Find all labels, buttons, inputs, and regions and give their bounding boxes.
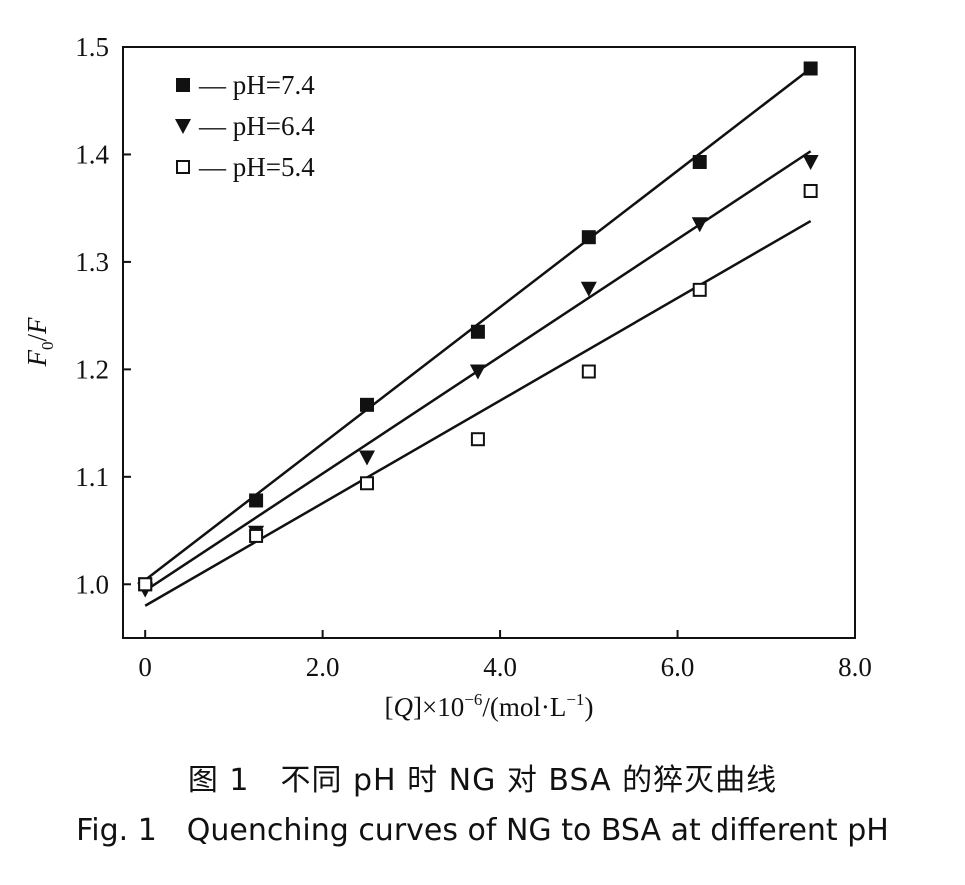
x-axis-title-part: /(mol·L [482, 692, 566, 722]
data-point [581, 230, 596, 245]
data-point [581, 364, 596, 379]
y-tick-label: 1.3 [75, 247, 109, 277]
x-axis-title-part: [ [385, 692, 394, 722]
data-point [692, 282, 707, 297]
x-axis-title: [Q]×10−6/(mol·L−1) [385, 690, 594, 722]
data-point [249, 528, 264, 543]
y-tick-label: 1.1 [75, 462, 109, 492]
figure-caption-english: Fig. 1 Quenching curves of NG to BSA at … [76, 813, 889, 848]
legend-label: — pH=5.4 [198, 152, 315, 182]
y-tick-label: 1.5 [75, 32, 109, 62]
legend: — pH=7.4 — pH=6.4 — pH=5.4 [175, 70, 315, 182]
data-point [470, 432, 485, 447]
x-tick-label: 0 [138, 652, 152, 682]
data-point [469, 364, 486, 380]
legend-marker [175, 119, 191, 134]
axis-ticks [123, 46, 856, 638]
plot-frame [122, 46, 856, 639]
data-point [692, 154, 707, 169]
x-axis-title-part: Q [394, 692, 414, 722]
y-tick-label: 1.2 [75, 354, 109, 384]
data-point [803, 61, 818, 76]
fit-line [144, 219, 812, 607]
legend-marker [176, 78, 190, 92]
axis-tick-labels: 0 2.0 4.0 6.0 8.0 1.0 1.1 1.2 1.3 1.4 1.5 [75, 32, 872, 682]
legend-label: — pH=7.4 [198, 70, 315, 100]
data-point [691, 217, 708, 233]
y-axis-title: F0/F [22, 317, 57, 368]
data-point [249, 493, 264, 508]
x-tick-label: 6.0 [661, 652, 695, 682]
x-axis-title-part: ]×10 [413, 692, 464, 722]
x-axis-title-part: ) [584, 692, 593, 722]
y-axis-title-part: F [22, 317, 52, 335]
legend-marker [176, 160, 190, 174]
legend-label: — pH=6.4 [198, 111, 315, 141]
y-axis-title-part: F [22, 350, 52, 368]
data-point [803, 183, 818, 198]
data-point [360, 397, 374, 412]
figure-caption-chinese: 图 1 不同 pH 时 NG 对 BSA 的猝灭曲线 [187, 763, 778, 798]
x-tick-label: 2.0 [306, 652, 340, 682]
data-point [580, 281, 597, 297]
data-point [470, 324, 485, 339]
y-tick-label: 1.0 [75, 569, 109, 599]
data-point [802, 154, 819, 170]
x-tick-label: 4.0 [483, 652, 517, 682]
x-axis-title-superscript: −6 [464, 690, 482, 709]
data-point [138, 577, 153, 592]
y-axis-title-subscript: 0 [38, 342, 57, 351]
y-axis-title-part: / [22, 334, 52, 342]
x-tick-label: 8.0 [838, 652, 872, 682]
data-point [360, 476, 374, 491]
data-point [359, 450, 375, 466]
x-axis-title-superscript: −1 [566, 690, 584, 709]
data-markers [137, 61, 819, 598]
y-tick-label: 1.4 [75, 139, 109, 169]
fit-line [144, 67, 812, 581]
chart-figure: 0 2.0 4.0 6.0 8.0 1.0 1.1 1.2 1.3 1.4 1.5 — pH=7.4… [22, 32, 872, 722]
